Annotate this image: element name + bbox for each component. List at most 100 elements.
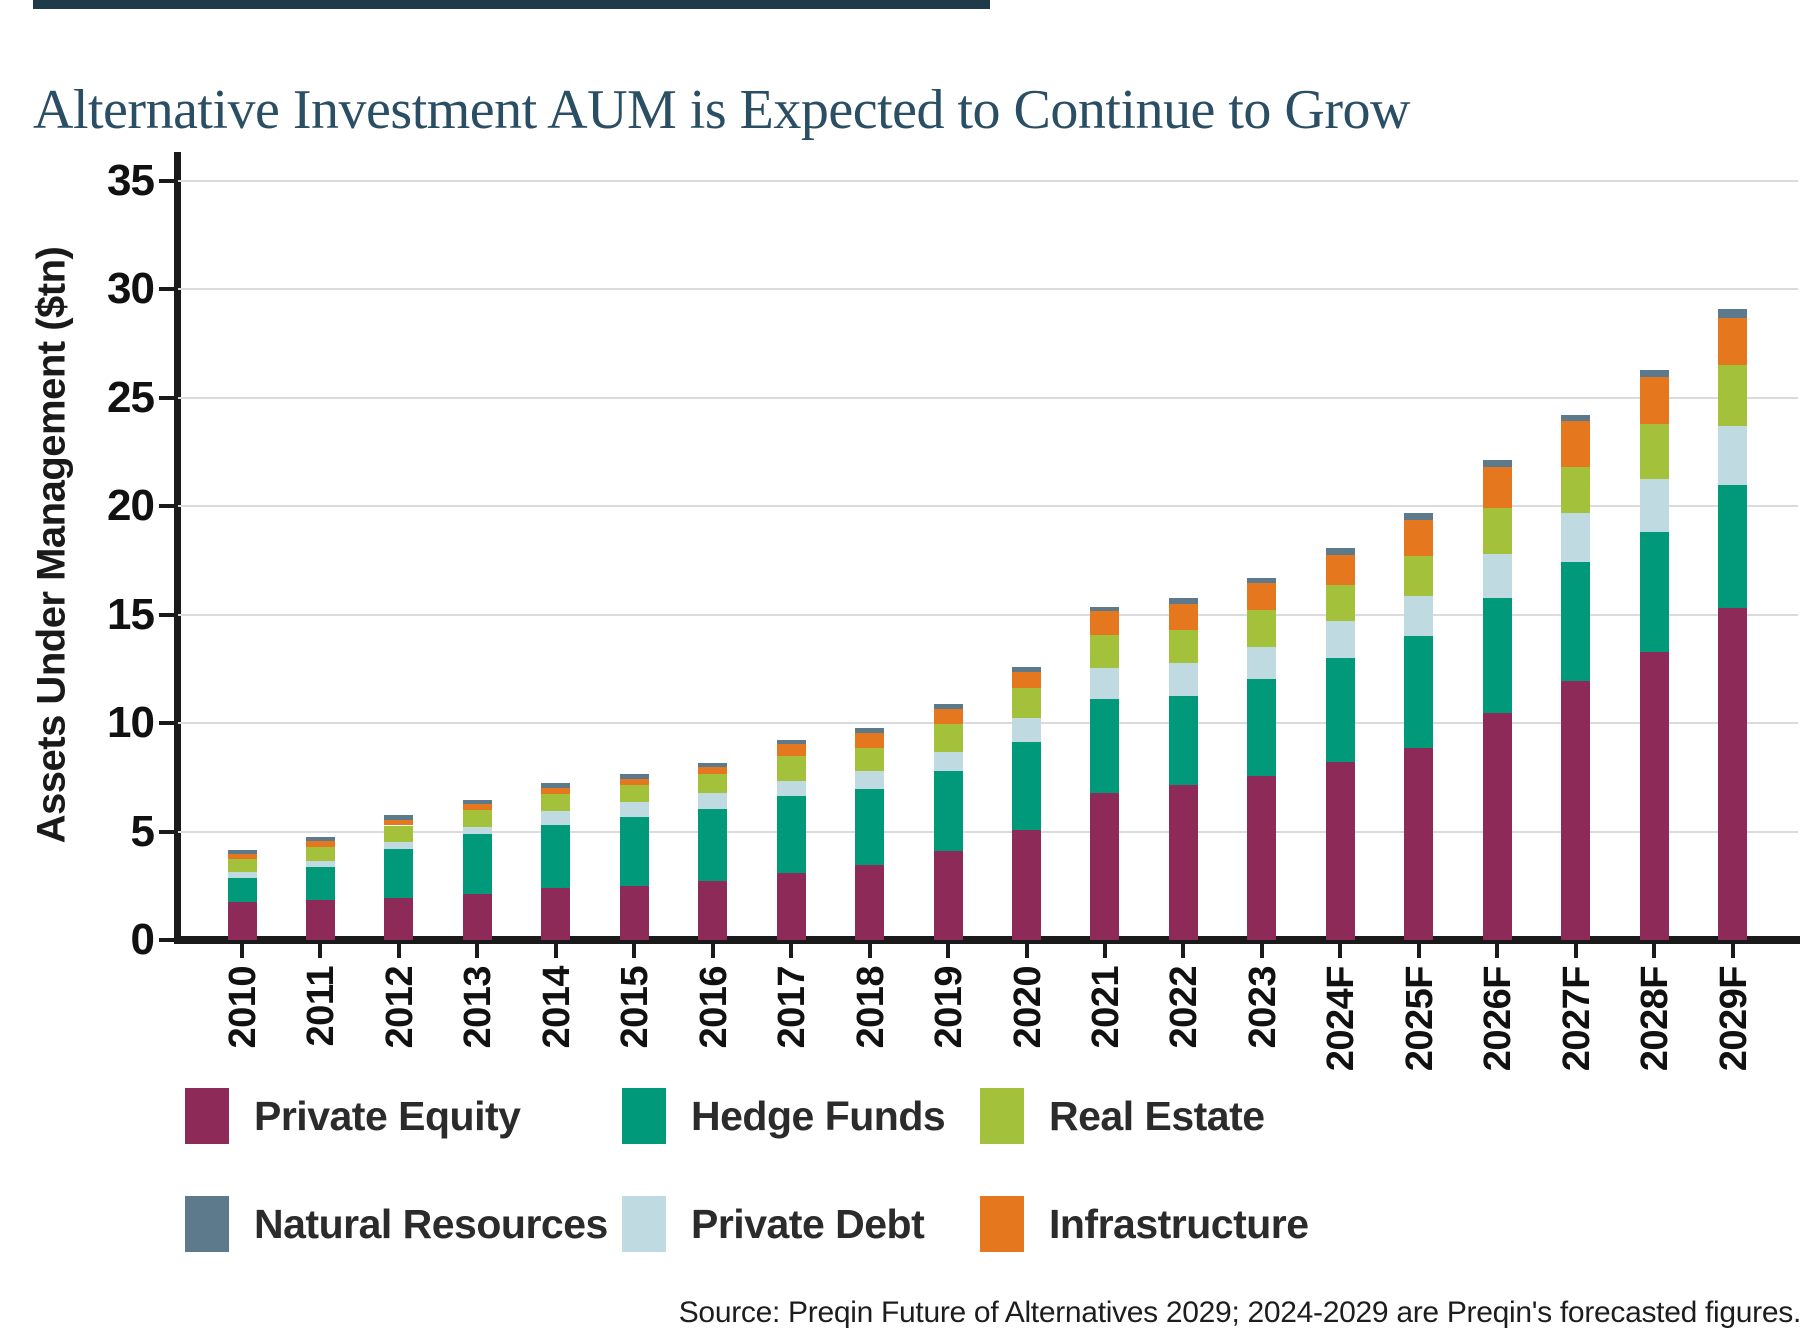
x-axis-tick-2014 [553, 944, 558, 958]
bar-segment-real-estate-2010 [227, 858, 257, 872]
bar-segment-private-equity-2011 [305, 899, 335, 940]
bar-segment-natural-resources-2028f [1639, 369, 1669, 377]
gridline-25 [178, 396, 1798, 399]
bar-segment-natural-resources-2019 [933, 704, 963, 709]
x-axis-tick-2015 [632, 944, 637, 958]
x-axis-tick-2017 [789, 944, 794, 958]
y-axis-tick-30 [159, 287, 174, 292]
x-axis-label-2014: 2014 [535, 966, 578, 1049]
x-axis-tick-2027f [1573, 944, 1578, 958]
x-axis-label-2026f: 2026F [1477, 966, 1520, 1072]
bar-segment-private-equity-2010 [227, 902, 257, 940]
bar-segment-real-estate-2029f [1718, 365, 1748, 427]
x-axis-tick-2024f [1338, 944, 1343, 958]
bar-segment-hedge-funds-2010 [227, 878, 257, 903]
bar-segment-hedge-funds-2021 [1090, 699, 1120, 793]
bar-segment-hedge-funds-2017 [776, 795, 806, 874]
x-axis-line [174, 936, 1800, 944]
x-axis-tick-2025f [1416, 944, 1421, 958]
bar-segment-infrastructure-2012 [384, 820, 414, 826]
y-axis-tick-label-15: 15 [107, 589, 155, 639]
x-axis-tick-2018 [867, 944, 872, 958]
bar-segment-private-equity-2029f [1718, 608, 1748, 940]
bar-segment-real-estate-2014 [541, 793, 571, 811]
y-axis-tick-label-30: 30 [107, 264, 155, 314]
bar-segment-private-debt-2028f [1639, 478, 1669, 533]
bar-segment-private-debt-2027f [1561, 513, 1591, 563]
bar-segment-real-estate-2026f [1482, 508, 1512, 554]
bar-segment-real-estate-2011 [305, 846, 335, 861]
bar-segment-infrastructure-2023 [1247, 583, 1277, 611]
x-axis-tick-2019 [946, 944, 951, 958]
bar-segment-natural-resources-2024f [1325, 547, 1355, 555]
bar-segment-private-debt-2023 [1247, 647, 1277, 679]
x-axis-label-2027f: 2027F [1555, 966, 1598, 1072]
x-axis-tick-2028f [1652, 944, 1657, 958]
bar-segment-real-estate-2021 [1090, 634, 1120, 669]
bar-segment-private-debt-2029f [1718, 426, 1748, 485]
bar-segment-private-equity-2023 [1247, 776, 1277, 940]
bar-segment-infrastructure-2011 [305, 841, 335, 847]
bar-segment-natural-resources-2026f [1482, 460, 1512, 467]
bar-segment-private-debt-2018 [855, 771, 885, 790]
x-axis-tick-2011 [318, 944, 323, 958]
bar-segment-infrastructure-2018 [855, 732, 885, 748]
x-axis-label-2025f: 2025F [1398, 966, 1441, 1072]
bar-segment-real-estate-2024f [1325, 584, 1355, 621]
bar-segment-private-debt-2011 [305, 860, 335, 868]
bar-segment-natural-resources-2010 [227, 850, 257, 854]
bar-segment-natural-resources-2013 [462, 800, 492, 805]
bar-segment-natural-resources-2023 [1247, 577, 1277, 584]
bar-segment-real-estate-2022 [1168, 630, 1198, 663]
y-axis-tick-20 [159, 504, 174, 509]
bar-segment-hedge-funds-2016 [698, 809, 728, 881]
y-axis-tick-label-0: 0 [130, 915, 155, 964]
bar-segment-private-equity-2027f [1561, 680, 1591, 940]
bar-segment-natural-resources-2022 [1168, 597, 1198, 604]
y-axis-tick-label-20: 20 [107, 481, 155, 531]
bar-segment-real-estate-2015 [619, 784, 649, 802]
legend-label-infrastructure: Infrastructure [1049, 1200, 1309, 1247]
bar-segment-hedge-funds-2015 [619, 817, 649, 887]
bar-segment-real-estate-2023 [1247, 610, 1277, 648]
bar-segment-private-debt-2025f [1404, 596, 1434, 637]
bar-segment-hedge-funds-2024f [1325, 658, 1355, 762]
x-axis-tick-2020 [1024, 944, 1029, 958]
bar-segment-natural-resources-2011 [305, 836, 335, 842]
legend-label-hedge-funds: Hedge Funds [691, 1092, 946, 1139]
bar-segment-natural-resources-2017 [776, 740, 806, 745]
bar-segment-real-estate-2018 [855, 747, 885, 772]
bar-segment-private-equity-2013 [462, 894, 492, 940]
bar-segment-infrastructure-2014 [541, 787, 571, 794]
bar-segment-infrastructure-2029f [1718, 317, 1748, 366]
bar-segment-private-debt-2022 [1168, 662, 1198, 696]
bar-segment-hedge-funds-2028f [1639, 532, 1669, 653]
bar-segment-infrastructure-2015 [619, 778, 649, 785]
bar-segment-private-equity-2012 [384, 897, 414, 940]
bar-segment-private-equity-2019 [933, 851, 963, 940]
bar-segment-real-estate-2012 [384, 825, 414, 843]
x-axis-tick-2023 [1259, 944, 1264, 958]
legend-label-private-equity: Private Equity [254, 1092, 521, 1139]
bar-segment-private-debt-2020 [1012, 717, 1041, 743]
bar-segment-real-estate-2027f [1561, 466, 1591, 513]
bar-segment-private-equity-2022 [1168, 785, 1198, 940]
bar-segment-hedge-funds-2025f [1404, 636, 1434, 749]
bar-segment-private-debt-2010 [227, 871, 257, 879]
legend-item-natural-resources: Natural Resources [185, 1196, 608, 1252]
y-axis-tick-label-5: 5 [130, 806, 155, 856]
legend-item-private-debt: Private Debt [622, 1196, 925, 1252]
bar-segment-natural-resources-2015 [619, 774, 649, 779]
gridline-35 [178, 180, 1798, 183]
bar-segment-hedge-funds-2014 [541, 824, 571, 889]
bar-segment-natural-resources-2018 [855, 728, 885, 733]
bar-segment-private-debt-2012 [384, 842, 414, 849]
bar-segment-infrastructure-2024f [1325, 554, 1355, 585]
bar-segment-private-debt-2026f [1482, 554, 1512, 599]
legend-swatch-private-equity [185, 1088, 229, 1144]
bar-segment-infrastructure-2022 [1168, 603, 1198, 631]
bar-segment-hedge-funds-2020 [1012, 742, 1041, 830]
legend-swatch-hedge-funds [622, 1088, 666, 1144]
bar-segment-private-debt-2013 [462, 827, 492, 834]
